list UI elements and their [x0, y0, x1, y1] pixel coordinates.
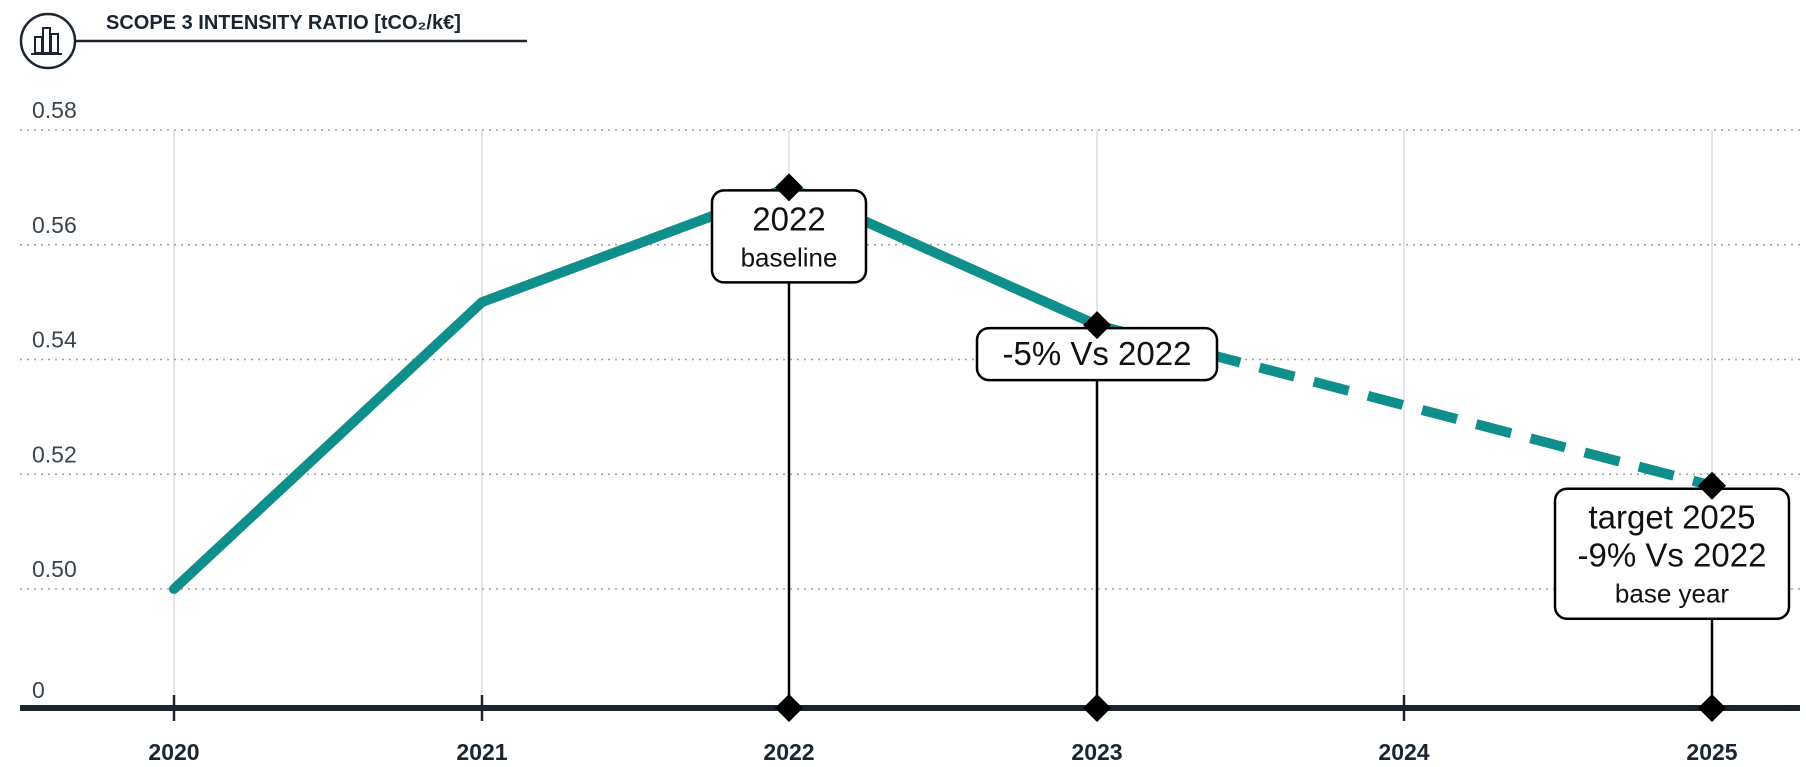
annotation-text: baseline — [741, 242, 838, 272]
axis-point-marker — [1698, 694, 1726, 722]
y-tick-label: 0.52 — [32, 441, 77, 467]
annotation-text: -9% Vs 2022 — [1578, 537, 1767, 574]
chart-title: SCOPE 3 INTENSITY RATIO [tCO₂/k€] — [106, 12, 461, 34]
annotation-text: 2022 — [752, 200, 825, 237]
series-line-target — [1095, 320, 1714, 491]
x-tick-label: 2024 — [1378, 739, 1429, 765]
axis-point-marker — [775, 694, 803, 722]
series-layer — [169, 182, 1714, 594]
data-point-marker — [1698, 471, 1726, 500]
x-tick-label: 2025 — [1686, 739, 1737, 765]
x-tick-label: 2023 — [1071, 739, 1122, 765]
x-tick-label: 2021 — [456, 739, 507, 765]
annotation-text: target 2025 — [1589, 499, 1756, 536]
chart-header: SCOPE 3 INTENSITY RATIO [tCO₂/k€] — [19, 12, 527, 70]
x-tick-label: 2022 — [763, 739, 814, 765]
annotation-callout: -5% Vs 2022 — [975, 326, 1219, 382]
data-point-marker — [775, 173, 803, 202]
series-line-actual — [169, 182, 1102, 594]
annotation-callout: target 2025-9% Vs 2022 base year — [1553, 487, 1791, 620]
y-tick-label: 0.56 — [32, 212, 77, 238]
marker-layer — [775, 173, 1726, 722]
y-tick-label: 0.50 — [32, 556, 77, 582]
annotation-text: base year — [1615, 579, 1730, 609]
y-tick-label: 0 — [32, 677, 45, 703]
annotation-callout: 2022 baseline — [710, 189, 868, 284]
data-point-marker — [1083, 311, 1111, 340]
tick-layer: 0 0.50 0.52 0.54 0.56 0.58 2020 2021 2022 2023 202… — [20, 97, 1800, 765]
annotation-layer: 2022 baseline -5% Vs 2022 target 2025-9% Vs… — [710, 189, 1791, 620]
annotation-box — [1553, 487, 1791, 620]
x-tick-label: 2020 — [148, 739, 199, 765]
grid-layer — [20, 129, 1800, 708]
axis-point-marker — [1083, 694, 1111, 722]
stem-layer — [787, 282, 1714, 708]
y-tick-label: 0.58 — [32, 97, 77, 123]
y-tick-label: 0.54 — [32, 327, 77, 353]
bar-chart-icon — [19, 12, 77, 70]
annotation-text: -5% Vs 2022 — [1003, 335, 1192, 372]
